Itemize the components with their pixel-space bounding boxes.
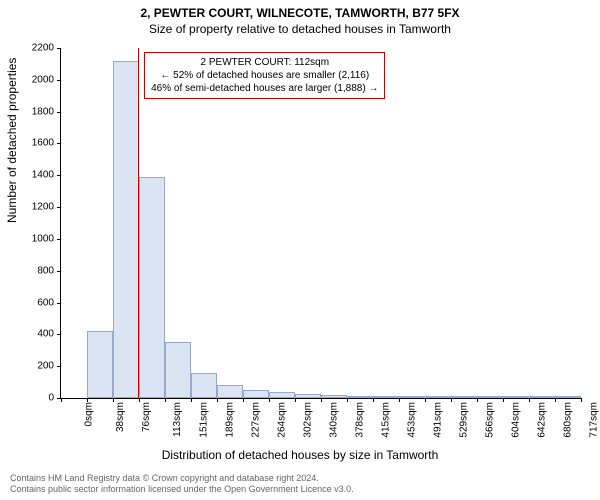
histogram-bar [87,331,113,398]
ytick-mark [57,175,61,176]
xtick-label: 680sqm [563,402,574,438]
xtick-label: 38sqm [115,402,126,432]
x-axis-label: Distribution of detached houses by size … [0,448,600,462]
xtick-mark [321,398,322,402]
xtick-label: 264sqm [277,402,288,438]
xtick-mark [243,398,244,402]
y-axis-label: Number of detached properties [5,58,19,223]
property-callout: 2 PEWTER COURT: 112sqm← 52% of detached … [144,52,385,99]
ytick-label: 600 [24,297,54,308]
xtick-mark [529,398,530,402]
ytick-mark [57,271,61,272]
histogram-bar [555,396,581,398]
chart-title-desc: Size of property relative to detached ho… [0,20,600,36]
histogram-bar [451,396,477,398]
ytick-label: 1600 [24,138,54,149]
histogram-bar [347,396,373,398]
ytick-mark [57,207,61,208]
ytick-label: 400 [24,329,54,340]
xtick-mark [347,398,348,402]
ytick-label: 800 [24,265,54,276]
xtick-mark [61,398,62,402]
histogram-bar [165,342,191,398]
ytick-mark [57,143,61,144]
callout-line-2: ← 52% of detached houses are smaller (2,… [151,69,378,82]
histogram-bar [529,396,555,398]
ytick-label: 0 [24,393,54,404]
ytick-mark [57,303,61,304]
ytick-mark [57,366,61,367]
xtick-mark [113,398,114,402]
ytick-mark [57,334,61,335]
histogram-bar [373,396,399,398]
histogram-bar [295,394,321,398]
xtick-mark [503,398,504,402]
xtick-mark [581,398,582,402]
xtick-mark [269,398,270,402]
xtick-label: 604sqm [511,402,522,438]
xtick-label: 340sqm [329,402,340,438]
histogram-bar [113,61,139,398]
xtick-mark [451,398,452,402]
xtick-mark [87,398,88,402]
callout-line-1: 2 PEWTER COURT: 112sqm [151,56,378,69]
xtick-mark [165,398,166,402]
xtick-label: 378sqm [355,402,366,438]
xtick-label: 0sqm [83,402,94,426]
xtick-mark [555,398,556,402]
xtick-label: 566sqm [485,402,496,438]
xtick-label: 189sqm [225,402,236,438]
ytick-label: 1000 [24,233,54,244]
xtick-label: 113sqm [172,402,183,437]
ytick-mark [57,48,61,49]
xtick-mark [191,398,192,402]
xtick-label: 642sqm [537,402,548,438]
xtick-mark [217,398,218,402]
histogram-bar [243,390,269,398]
xtick-mark [139,398,140,402]
ytick-label: 1800 [24,106,54,117]
histogram-bar [191,373,217,398]
xtick-label: 302sqm [303,402,314,438]
ytick-label: 1200 [24,202,54,213]
ytick-label: 1400 [24,170,54,181]
histogram-bar [321,395,347,398]
xtick-label: 227sqm [251,402,262,438]
chart-area: 0sqm38sqm76sqm113sqm151sqm189sqm227sqm26… [60,48,580,398]
xtick-label: 453sqm [407,402,418,438]
ytick-label: 200 [24,361,54,372]
xtick-mark [399,398,400,402]
histogram-bar [503,396,529,398]
histogram-bar [425,396,451,398]
xtick-label: 491sqm [433,402,444,438]
xtick-mark [373,398,374,402]
histogram-bar [269,392,295,398]
ytick-mark [57,112,61,113]
footer-line-1: Contains HM Land Registry data © Crown c… [10,473,354,485]
xtick-mark [425,398,426,402]
plot-region: 0sqm38sqm76sqm113sqm151sqm189sqm227sqm26… [60,48,581,399]
property-marker-line [138,48,139,398]
callout-line-3: 46% of semi-detached houses are larger (… [151,82,378,95]
histogram-bar [217,385,243,398]
xtick-label: 151sqm [199,402,210,438]
chart-title-address: 2, PEWTER COURT, WILNECOTE, TAMWORTH, B7… [0,0,600,20]
xtick-mark [295,398,296,402]
histogram-bar [477,396,503,398]
xtick-label: 717sqm [589,402,600,438]
histogram-bar [139,177,165,398]
footer-line-2: Contains public sector information licen… [10,484,354,496]
ytick-label: 2000 [24,74,54,85]
attribution-footer: Contains HM Land Registry data © Crown c… [10,473,354,496]
ytick-mark [57,239,61,240]
histogram-bar [399,396,425,398]
ytick-mark [57,80,61,81]
xtick-mark [477,398,478,402]
xtick-label: 415sqm [381,402,392,438]
xtick-label: 529sqm [459,402,470,438]
ytick-label: 2200 [24,43,54,54]
xtick-label: 76sqm [141,402,152,432]
